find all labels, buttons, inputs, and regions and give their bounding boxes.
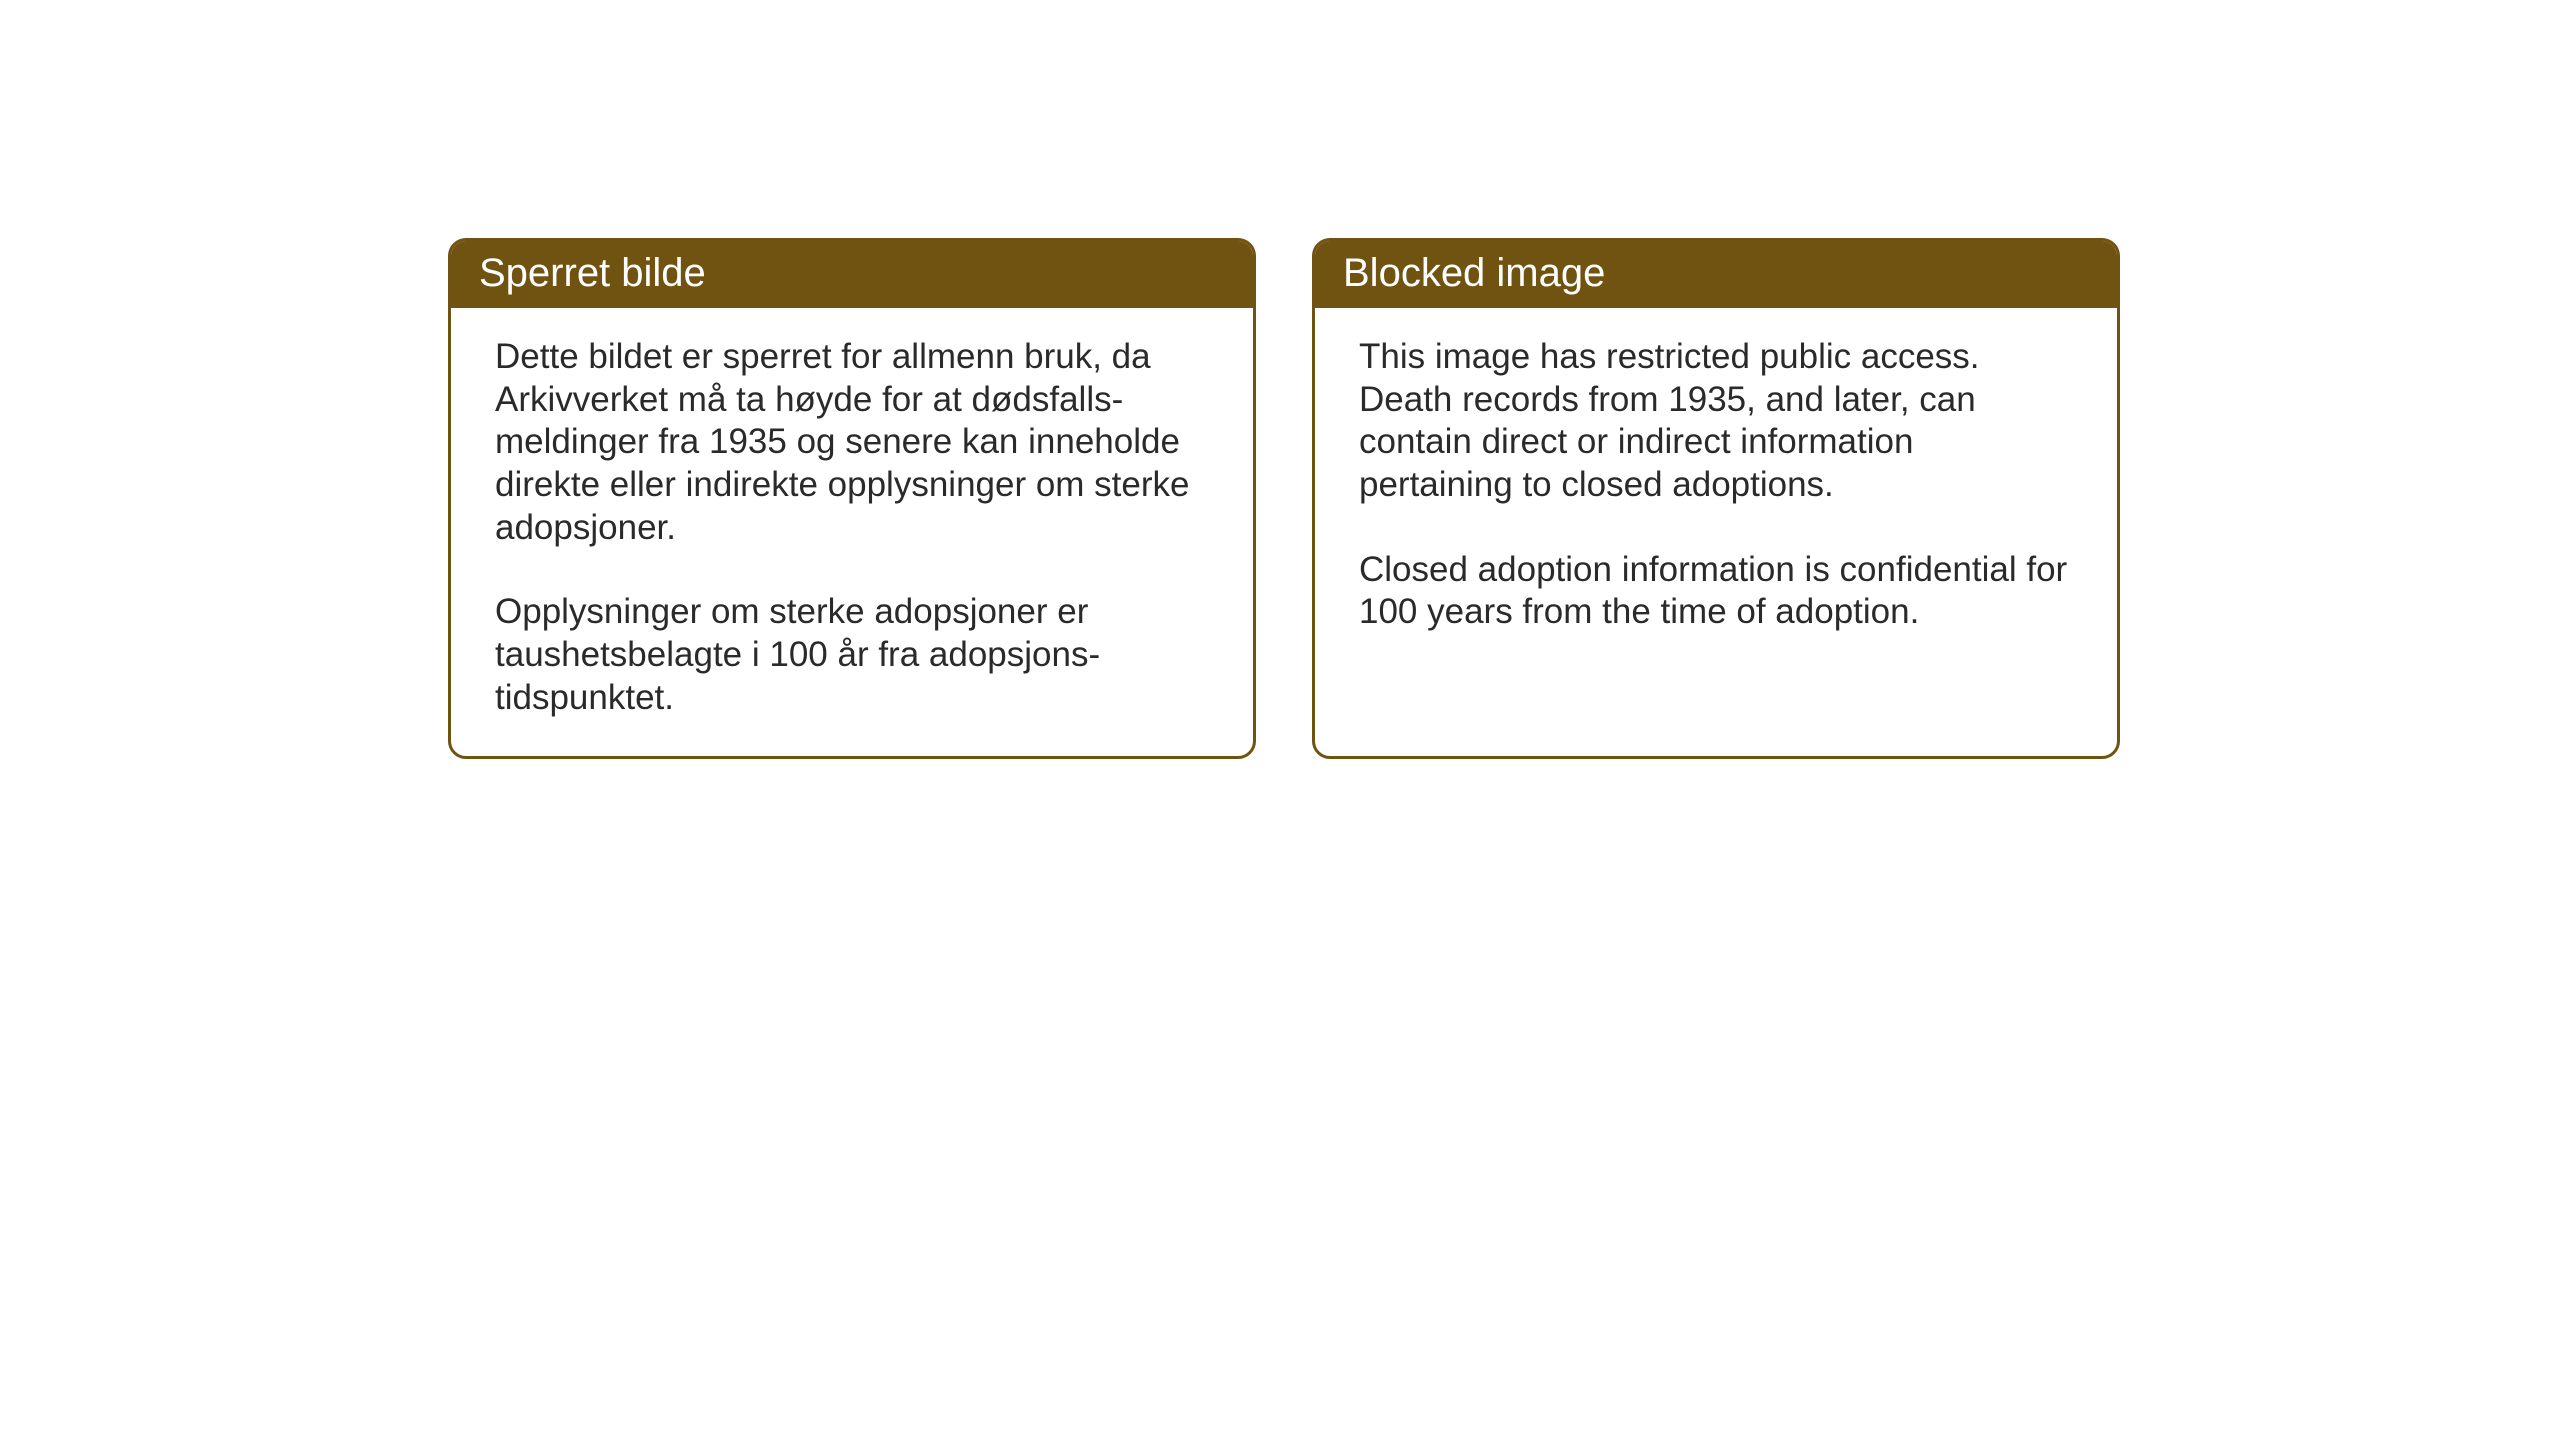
card-title-english: Blocked image	[1343, 251, 1605, 295]
card-title-norwegian: Sperret bilde	[479, 251, 706, 295]
card-header-norwegian: Sperret bilde	[451, 241, 1253, 308]
card-paragraph: Closed adoption information is confident…	[1359, 549, 2073, 634]
card-body-english: This image has restricted public access.…	[1315, 308, 2117, 728]
notice-card-english: Blocked image This image has restricted …	[1312, 238, 2120, 759]
card-paragraph: Opplysninger om sterke adopsjoner er tau…	[495, 591, 1209, 719]
card-paragraph: This image has restricted public access.…	[1359, 336, 2073, 507]
card-body-norwegian: Dette bildet er sperret for allmenn bruk…	[451, 308, 1253, 756]
notice-card-norwegian: Sperret bilde Dette bildet er sperret fo…	[448, 238, 1256, 759]
notice-container: Sperret bilde Dette bildet er sperret fo…	[448, 238, 2120, 759]
card-header-english: Blocked image	[1315, 241, 2117, 308]
card-paragraph: Dette bildet er sperret for allmenn bruk…	[495, 336, 1209, 549]
